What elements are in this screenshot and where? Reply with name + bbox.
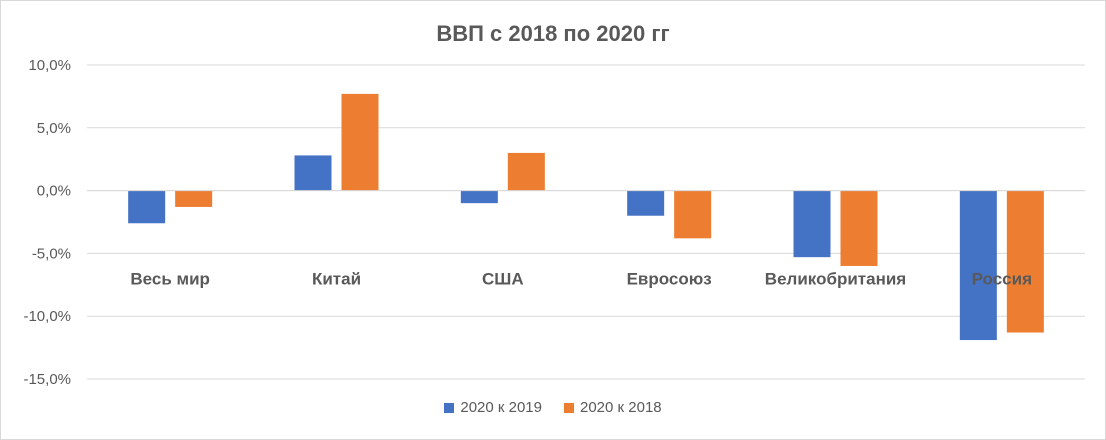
legend-swatch bbox=[444, 402, 455, 413]
legend-swatch bbox=[564, 402, 574, 413]
bar-2-2 bbox=[341, 93, 379, 191]
y-tick-label: 0,0% bbox=[37, 183, 71, 200]
chart-plot-area: 10,0% 5,0% 0,0% -5,0% -10,0% -15,0% Весь мир Ки… bbox=[23, 57, 1085, 388]
bar-2-5 bbox=[840, 190, 878, 266]
chart-legend: 2020 к 2019 2020 к 2018 bbox=[1, 399, 1105, 416]
category-label: США bbox=[482, 269, 524, 288]
y-tick-label: 10,0% bbox=[28, 57, 71, 74]
legend-item: 2020 к 2019 bbox=[444, 399, 542, 416]
bar-2-4 bbox=[674, 190, 712, 239]
bar-2-1 bbox=[175, 190, 213, 207]
bar-2-6 bbox=[1006, 190, 1044, 333]
legend-item: 2020 к 2018 bbox=[564, 399, 662, 416]
chart-title: ВВП с 2018 по 2020 гг bbox=[436, 21, 670, 46]
bar-1-6 bbox=[959, 190, 997, 341]
bar-2-3 bbox=[507, 152, 545, 191]
bar-1-1 bbox=[128, 190, 166, 224]
bar-1-5 bbox=[793, 190, 831, 258]
y-tick-label: 5,0% bbox=[37, 120, 71, 137]
bar-1-2 bbox=[294, 155, 332, 191]
category-label: Китай bbox=[312, 269, 361, 288]
y-tick-label: -5,0% bbox=[32, 245, 71, 262]
category-label: Великобритания bbox=[765, 269, 906, 288]
legend-label: 2020 к 2019 bbox=[460, 399, 542, 416]
y-tick-label: -10,0% bbox=[23, 308, 71, 325]
bar-1-4 bbox=[627, 190, 665, 216]
category-label: Россия bbox=[972, 269, 1032, 288]
category-label: Весь мир bbox=[130, 269, 210, 288]
category-label: Евросоюз bbox=[627, 269, 712, 288]
bar-1-3 bbox=[460, 190, 498, 204]
y-tick-label: -15,0% bbox=[23, 371, 71, 388]
legend-label: 2020 к 2018 bbox=[580, 399, 662, 416]
